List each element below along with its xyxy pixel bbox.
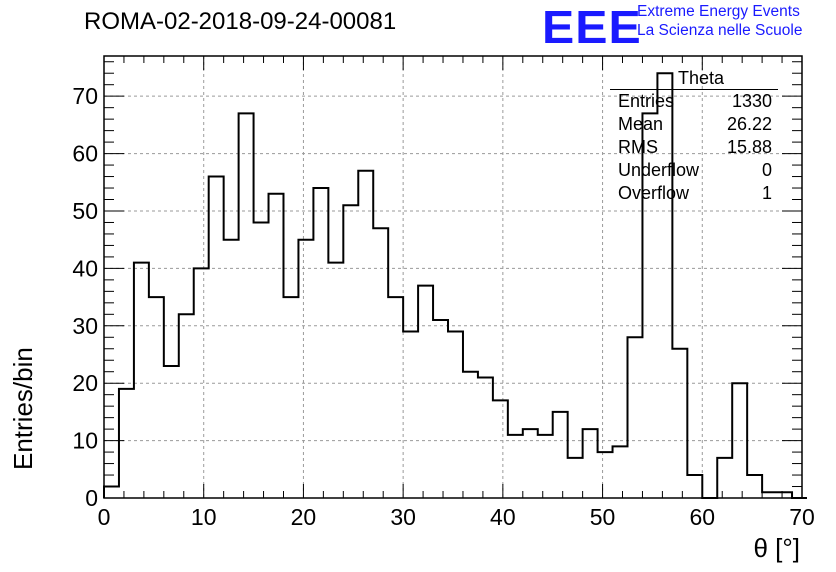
- y-tick-label: 50: [72, 198, 98, 224]
- plot-frame: [103, 55, 803, 499]
- stats-row-overflow: Overflow 1: [610, 182, 778, 205]
- y-axis-label: Entries/bin: [8, 347, 38, 470]
- stats-box: Theta Entries 1330 Mean 26.22 RMS 15.88 …: [610, 68, 778, 205]
- axis-ticks: [103, 56, 803, 499]
- grid-lines: [104, 56, 802, 498]
- histogram-bars: [103, 72, 807, 499]
- stats-value: 15.88: [726, 137, 772, 157]
- stats-title: Theta: [610, 68, 778, 90]
- y-tick-label: 70: [72, 83, 98, 109]
- y-tick-label: 10: [72, 428, 98, 454]
- stats-value: 1330: [731, 91, 772, 111]
- x-tick-label: 40: [490, 504, 516, 530]
- stats-label: RMS: [618, 137, 658, 157]
- y-tick-label: 60: [72, 141, 98, 167]
- stats-label: Overflow: [618, 183, 690, 203]
- y-tick-label: 20: [72, 370, 98, 396]
- stats-row-mean: Mean 26.22: [610, 113, 778, 136]
- chart-title: ROMA-02-2018-09-24-00081: [84, 8, 397, 35]
- y-tick-label: 30: [72, 313, 98, 339]
- x-tick-label: 0: [98, 504, 111, 530]
- x-tick-label: 70: [789, 504, 815, 530]
- stats-label: Underflow: [618, 160, 700, 180]
- x-axis-label: θ [°]: [753, 533, 800, 563]
- x-tick-label: 20: [291, 504, 317, 530]
- stats-value: 1: [761, 183, 772, 203]
- x-tick-label: 50: [590, 504, 616, 530]
- plot-frame-rect: [103, 55, 803, 499]
- stats-row-underflow: Underflow 0: [610, 159, 778, 182]
- stats-row-rms: RMS 15.88: [610, 136, 778, 159]
- stats-value: 0: [761, 160, 772, 180]
- logo-line-2: La Scienza nelle Scuole: [637, 22, 803, 39]
- x-tick-label: 10: [191, 504, 217, 530]
- logo-line-1: Extreme Energy Events: [637, 3, 800, 20]
- stats-label: Entries: [618, 91, 675, 111]
- stats-value: 26.22: [726, 114, 772, 134]
- stats-row-entries: Entries 1330: [610, 90, 778, 113]
- histogram-step-line: [103, 72, 807, 499]
- x-tick-label: 60: [689, 504, 715, 530]
- x-tick-label: 30: [390, 504, 416, 530]
- logo-text: Extreme Energy Events La Scienza nelle S…: [637, 2, 802, 40]
- y-tick-label: 40: [72, 255, 98, 281]
- eee-logo: EEE: [542, 1, 642, 53]
- stats-label: Mean: [618, 114, 664, 134]
- y-tick-label: 0: [85, 485, 98, 511]
